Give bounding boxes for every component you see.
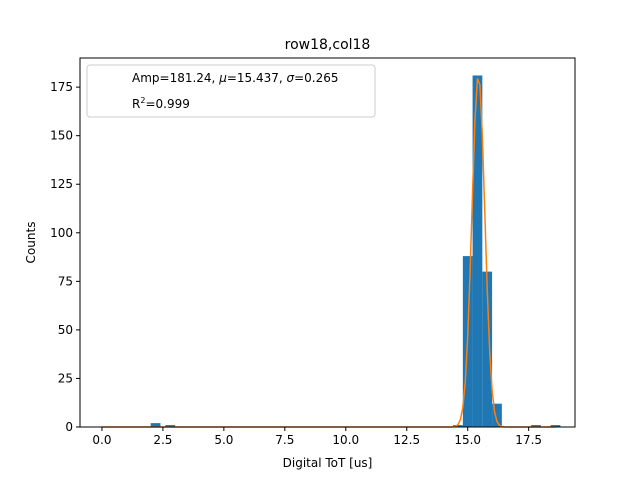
x-tick-label: 7.5	[275, 433, 294, 447]
x-tick-label: 15.0	[454, 433, 481, 447]
histogram-bar	[150, 423, 161, 427]
y-tick-label: 25	[58, 371, 73, 385]
legend-mu-value: =15.437,	[227, 71, 287, 85]
legend-fit-params: Amp=181.24, μ=15.437, σ=0.265	[132, 71, 339, 85]
y-axis-ticks: 0 25 50 75 100 125 150 175	[50, 80, 80, 434]
x-tick-label: 10.0	[332, 433, 359, 447]
y-axis-label: Counts	[24, 222, 38, 264]
histogram-bar	[531, 425, 541, 427]
histogram-bars	[150, 75, 561, 428]
x-tick-label: 2.5	[153, 433, 172, 447]
x-axis-ticks: 0.0 2.5 5.0 7.5 10.0 12.5 15.0 17.5	[92, 427, 542, 447]
legend-amp-text: Amp=181.24,	[132, 71, 219, 85]
legend-r2-exponent: 2	[140, 96, 145, 105]
legend: Amp=181.24, μ=15.437, σ=0.265 R2=0.999	[86, 64, 376, 118]
histogram-bar	[453, 425, 463, 427]
plot-frame	[79, 57, 576, 428]
legend-mu-symbol: μ	[218, 71, 227, 85]
y-tick-label: 0	[65, 420, 73, 434]
histogram-bar	[482, 271, 493, 427]
y-tick-label: 50	[58, 323, 73, 337]
y-tick-label: 125	[50, 177, 73, 191]
legend-r2-value: =0.999	[145, 97, 189, 111]
histogram-bar	[472, 75, 483, 428]
x-axis-label: Digital ToT [us]	[283, 456, 373, 470]
y-tick-label: 175	[50, 80, 73, 94]
legend-sigma-symbol: σ	[287, 71, 295, 85]
histogram-bar	[492, 403, 502, 427]
legend-r-squared: R2=0.999	[132, 96, 190, 111]
legend-box	[86, 64, 376, 118]
histogram-bar	[165, 425, 176, 427]
x-tick-label: 0.0	[92, 433, 111, 447]
y-tick-label: 150	[50, 129, 73, 143]
histogram-bar	[550, 425, 561, 427]
legend-r2-base: R	[132, 97, 140, 111]
legend-sigma-value: =0.265	[294, 71, 338, 85]
chart-title: row18,col18	[285, 37, 371, 53]
x-tick-label: 12.5	[393, 433, 420, 447]
y-tick-label: 75	[58, 274, 73, 288]
x-tick-label: 17.5	[515, 433, 542, 447]
y-tick-label: 100	[50, 226, 73, 240]
x-tick-label: 5.0	[214, 433, 233, 447]
